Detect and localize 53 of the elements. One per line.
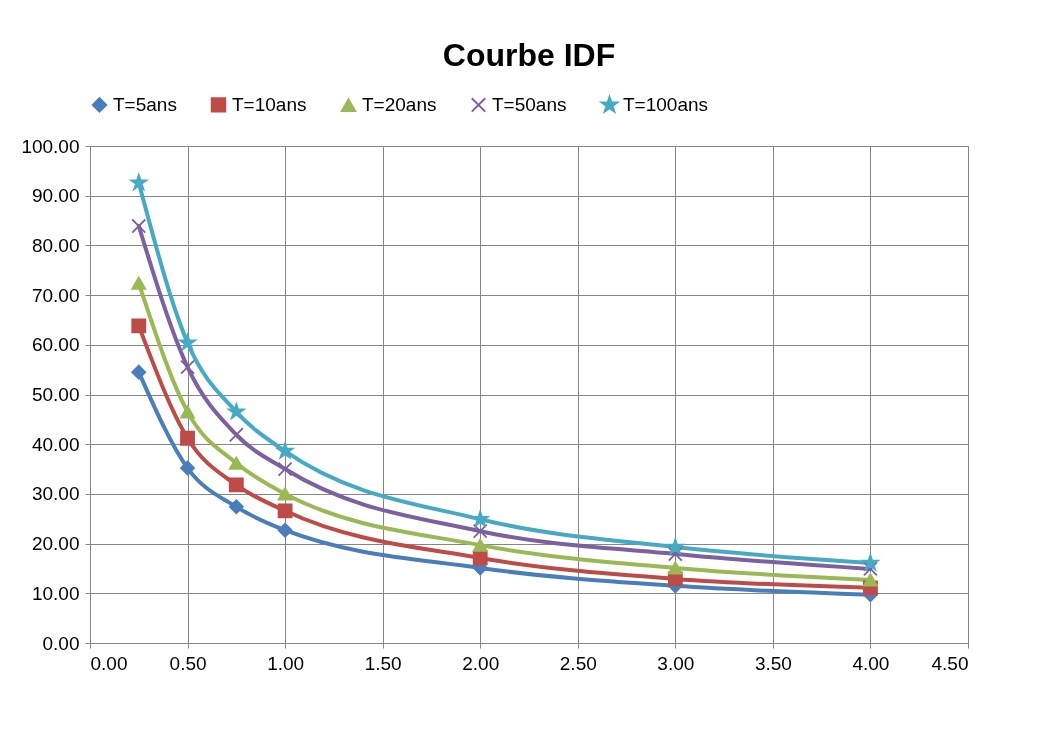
y-tick-label: 90.00	[31, 185, 80, 207]
y-tick-label: 100.00	[21, 135, 80, 157]
y-tick-label: 20.00	[31, 533, 80, 555]
point	[228, 499, 244, 515]
chart-title: Courbe IDF	[442, 37, 616, 73]
point	[180, 359, 195, 375]
x-tick-label: 1.00	[267, 652, 305, 674]
point	[863, 573, 878, 587]
x-tick-label: 2.00	[462, 652, 500, 674]
point	[131, 218, 147, 234]
point	[276, 442, 294, 459]
y-tick-label: 60.00	[31, 334, 80, 356]
point	[180, 405, 195, 419]
x-tick-label: 3.00	[657, 652, 695, 674]
point	[131, 276, 147, 290]
x-tick-label: 2.50	[559, 652, 597, 674]
y-tick-label: 0.00	[42, 632, 80, 654]
legend-label: T=10ans	[232, 93, 307, 115]
y-tick-label: 70.00	[31, 284, 80, 306]
x-tick-label: 4.50	[931, 652, 969, 674]
point	[667, 538, 684, 555]
point	[131, 364, 147, 380]
point	[667, 561, 683, 575]
y-tick-label: 30.00	[31, 483, 80, 505]
legend-label: T=50ans	[492, 93, 567, 115]
legend-label: T=100ans	[623, 94, 709, 115]
point	[131, 318, 147, 334]
point	[472, 523, 488, 539]
point	[472, 538, 488, 552]
point	[277, 522, 293, 538]
legend-label: T=20ans	[362, 94, 437, 116]
x-tick-label: 1.50	[364, 652, 402, 674]
y-tick-label: 10.00	[31, 582, 80, 604]
x-tick-label: 0.00	[90, 652, 128, 674]
point	[180, 460, 195, 476]
legend-label: T=5ans	[113, 93, 177, 115]
point	[862, 554, 879, 571]
point	[277, 461, 293, 477]
point	[179, 334, 196, 351]
point	[472, 550, 488, 566]
point	[277, 503, 293, 519]
y-tick-label: 50.00	[31, 384, 80, 405]
point	[180, 430, 195, 446]
point	[228, 403, 245, 420]
y-tick-label: 40.00	[31, 433, 80, 455]
point	[130, 174, 148, 190]
y-tick-label: 80.00	[31, 234, 80, 256]
point	[228, 456, 244, 470]
point	[277, 487, 293, 501]
x-tick-label: 0.50	[169, 652, 207, 674]
point	[228, 477, 244, 493]
x-tick-label: 3.50	[754, 652, 792, 674]
x-tick-label: 4.00	[852, 652, 890, 674]
